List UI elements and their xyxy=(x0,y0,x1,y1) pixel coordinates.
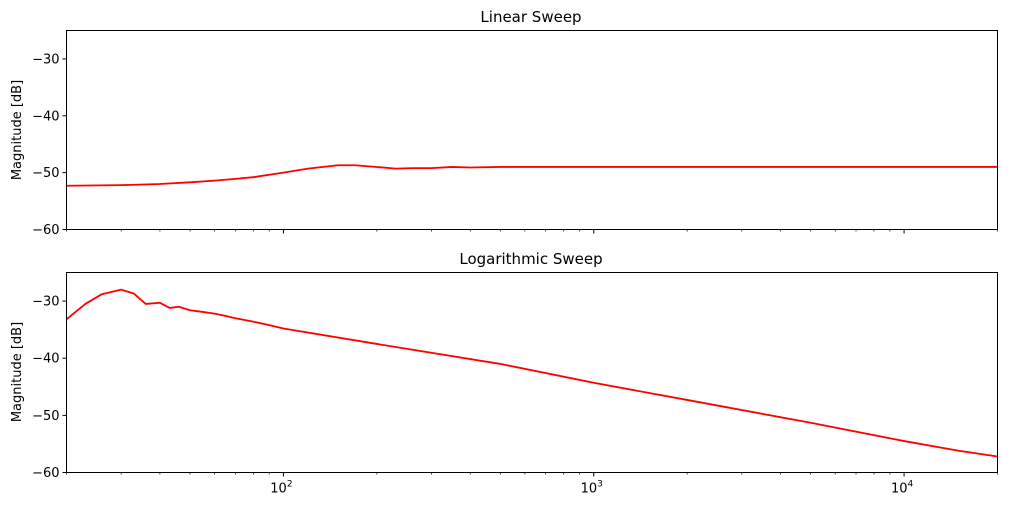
y-tick-label: −50 xyxy=(32,409,59,424)
subplot-logarithmic-sweep: Logarithmic Sweep Magnitude [dB] −30−40−… xyxy=(10,250,998,497)
series-lines xyxy=(66,164,998,187)
x-tick-label: 104 xyxy=(891,480,914,497)
y-ticks: −30 −40 −50 −60 xyxy=(32,295,67,481)
plot-frame xyxy=(66,30,998,230)
y-tick-label: −30 xyxy=(32,52,59,67)
subplot-title: Linear Sweep xyxy=(480,8,581,26)
y-tick-label: −40 xyxy=(32,352,59,367)
y-tick-label: −30 xyxy=(32,295,59,310)
plot-frame xyxy=(66,272,998,473)
subplot-title: Logarithmic Sweep xyxy=(459,250,602,268)
y-tick-label: −60 xyxy=(32,223,59,238)
y-axis-label: Magnitude [dB] xyxy=(10,80,25,180)
series-line xyxy=(65,288,998,458)
x-tick-label: 102 xyxy=(270,480,292,497)
y-tick-label: −60 xyxy=(32,466,59,481)
series-line xyxy=(66,164,998,187)
y-ticks: −30 −40 −50 −60 xyxy=(32,52,67,238)
subplot-linear-sweep: Linear Sweep Magnitude [dB] −30 −40 −50 −60 xyxy=(10,8,998,238)
series-lines xyxy=(65,288,998,458)
y-tick-label: −50 xyxy=(32,166,59,181)
y-axis-label: Magnitude [dB] xyxy=(10,322,25,422)
x-tick-label: 103 xyxy=(581,480,603,497)
x-ticks: 102 103 104 xyxy=(66,472,998,497)
y-tick-label: −40 xyxy=(32,109,59,124)
x-ticks xyxy=(66,229,998,234)
